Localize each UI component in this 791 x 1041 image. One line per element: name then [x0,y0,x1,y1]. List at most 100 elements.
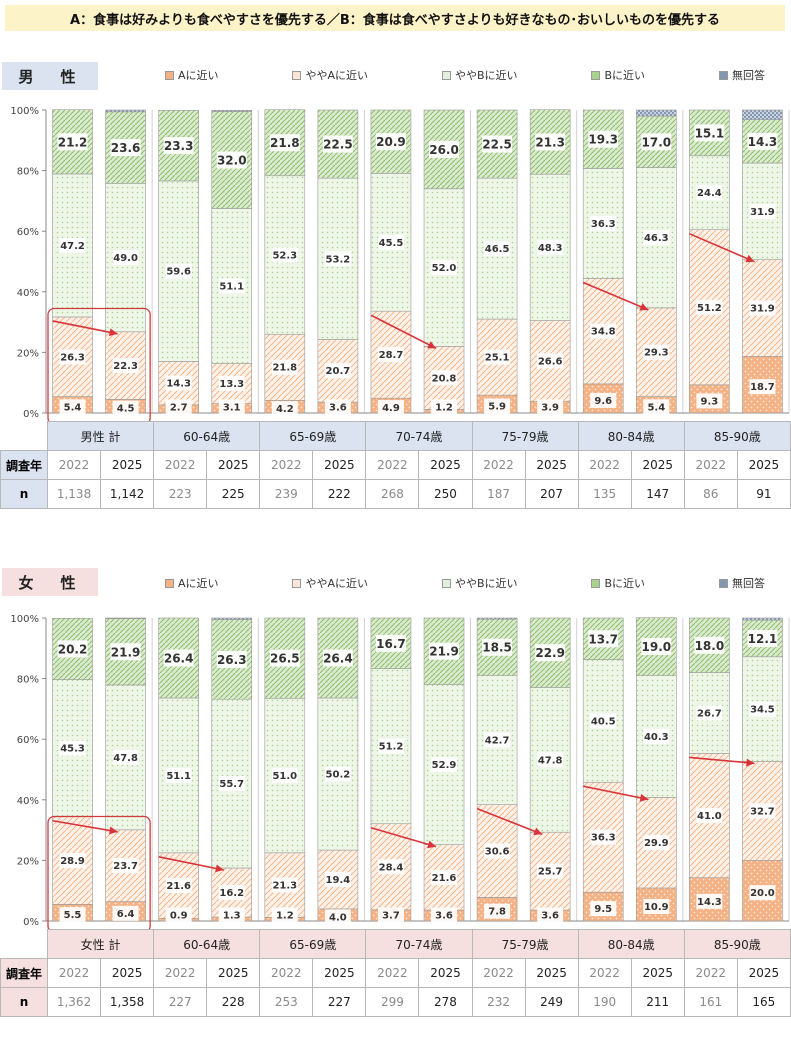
year-cell: 2025 [736,450,791,480]
bar-11 [582,109,624,414]
male-stacked-bar-chart: 0% 20% 40% 60% 80% 100% 5.4 26.3 47.2 21.2 4.5 22.3… [10,106,790,425]
female-section-label: 女 性 [2,568,98,596]
data-label-bg [218,885,245,901]
data-label-bg [431,260,458,276]
data-label-bg [216,650,247,668]
data-label: 29.3 [644,348,669,359]
data-label-bg [484,349,511,365]
year-cell: 2025 [100,958,155,988]
data-label: 51.2 [697,303,722,314]
data-label-bg [482,135,513,153]
group-row: 女性 計 60-64歳 65-69歳 70-74歳 75-79歳 80-84歳 85-90歳 [1,929,791,959]
n-cell: 207 [524,479,579,509]
legend-label: ややAに近い [305,69,369,82]
bar-2 [105,617,146,922]
data-label: 21.6 [432,873,457,884]
n-cell: 1,142 [100,479,155,509]
data-label-bg [59,399,86,415]
trend-arrow-head [215,864,224,873]
y-tick-label: 100% [10,106,39,117]
data-label: 13.3 [219,379,244,390]
year-cell: 2025 [206,958,261,988]
data-label-bg [537,353,564,369]
data-label: 14.3 [748,135,778,149]
n-cell: 211 [630,987,685,1017]
n-cell: 268 [365,479,420,509]
data-label: 14.3 [166,379,191,390]
data-label: 21.9 [429,645,459,659]
n-cell: 299 [365,987,420,1017]
year-cell: 2025 [206,450,261,480]
data-label: 21.9 [111,645,141,659]
year-cell: 2022 [365,958,420,988]
group-label: 65-69歳 [259,421,367,451]
data-label: 15.1 [695,126,725,140]
year-cell: 2022 [46,958,102,988]
n-cell: 249 [524,987,579,1017]
data-label-bg [749,701,776,717]
y-tick-label: 20% [17,348,39,359]
data-label: 22.5 [323,138,353,152]
data-label-bg [537,863,564,879]
data-label: 51.2 [379,742,404,753]
data-label-bg [643,835,670,851]
male-info-table: 男性 計 60-64歳 65-69歳 70-74歳 75-79歳 80-84歳 85-90歳… [0,421,791,509]
data-label-bg [112,400,139,416]
data-label: 23.7 [113,861,138,872]
legend-label: ややBに近い [454,577,518,590]
data-label: 21.8 [272,363,297,374]
data-label: 26.3 [217,653,247,667]
data-label-bg [590,713,617,729]
data-label: 0.9 [170,911,188,922]
trend-arrow-head [639,793,649,802]
data-label: 25.7 [538,867,563,878]
n-cell: 1,358 [100,987,155,1017]
year-cell: 2022 [365,450,420,480]
year-cell: 2025 [736,958,791,988]
data-label: 3.6 [541,911,559,922]
data-label-bg [218,399,245,415]
year-cell: 2022 [259,450,314,480]
data-label-bg [747,629,778,647]
data-label: 9.3 [701,396,719,407]
y-tick-label: 60% [17,227,39,238]
group-label: 85-90歳 [683,929,791,959]
bar-14 [742,109,783,414]
data-label-bg [749,203,776,219]
data-label-bg [484,398,511,414]
data-label-bg [165,878,192,894]
data-label: 51.0 [272,771,297,782]
segment-no-answer [742,109,783,120]
data-label-bg [643,399,670,415]
trend-arrow-line [52,320,118,335]
data-label-bg [694,636,725,654]
data-label: 41.0 [697,811,722,822]
data-label: 49.0 [113,253,138,264]
data-label-bg [641,133,672,151]
data-label-bg [749,803,776,819]
data-label-bg [269,649,300,667]
data-label: 20.8 [432,373,457,384]
data-label: 4.9 [382,403,400,414]
corner-cell [1,422,48,451]
legend-label: 無回答 [731,69,765,82]
n-cell: 187 [471,479,526,509]
data-label: 13.7 [588,632,618,646]
data-label: 47.8 [113,753,138,764]
bar-3 [158,110,199,414]
n-cell: 86 [683,479,738,509]
data-label-bg [590,215,617,231]
data-label: 20.0 [750,888,775,899]
n-cell: 225 [206,479,261,509]
n-cell: 135 [577,479,632,509]
segment-no-answer [105,617,146,619]
year-cell: 2022 [577,450,632,480]
data-label-bg [375,133,406,151]
data-label-bg [57,133,88,151]
group-label: 70-74歳 [365,929,473,959]
data-label-bg [696,185,723,201]
data-label: 22.5 [482,138,512,152]
data-label-bg [322,135,353,153]
data-label: 34.8 [591,327,616,338]
n-cell: 222 [312,479,367,509]
